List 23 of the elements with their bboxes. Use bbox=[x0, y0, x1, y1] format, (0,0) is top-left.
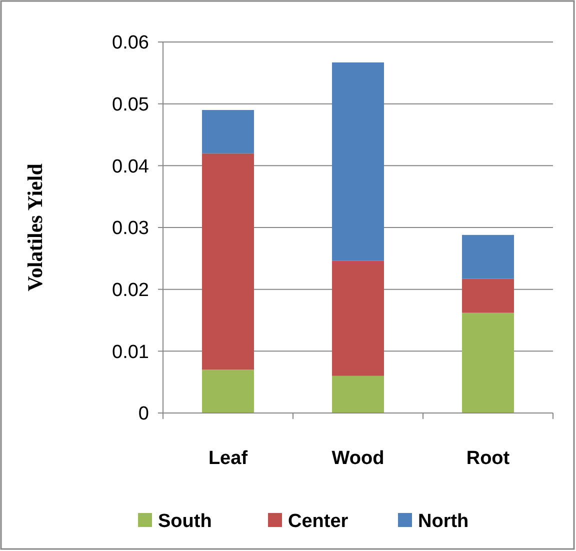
legend-label: North bbox=[418, 511, 469, 532]
bar bbox=[462, 312, 514, 413]
x-tick-label: Root bbox=[466, 448, 510, 469]
bar bbox=[462, 278, 514, 313]
bar bbox=[202, 110, 254, 154]
y-tick-label: 0.05 bbox=[112, 94, 149, 116]
y-tick-label: 0.02 bbox=[112, 280, 149, 301]
bar bbox=[332, 260, 384, 376]
y-tick-label: 0 bbox=[138, 404, 149, 425]
y-tick-label: 0.04 bbox=[112, 156, 150, 178]
bar bbox=[202, 153, 254, 370]
legend-label: Center bbox=[288, 511, 349, 532]
legend-label: South bbox=[158, 511, 212, 532]
x-tick-label: Wood bbox=[332, 448, 384, 469]
y-tick-label: 0.03 bbox=[112, 218, 149, 240]
y-tick-label: 0.01 bbox=[112, 342, 149, 363]
bar bbox=[332, 62, 384, 261]
bar bbox=[202, 370, 254, 413]
bar bbox=[332, 376, 384, 413]
x-tick-label: Leaf bbox=[208, 448, 248, 469]
y-axis-title: Volatiles Yield bbox=[23, 163, 47, 292]
bar bbox=[462, 234, 514, 279]
y-tick-label: 0.06 bbox=[112, 32, 149, 54]
